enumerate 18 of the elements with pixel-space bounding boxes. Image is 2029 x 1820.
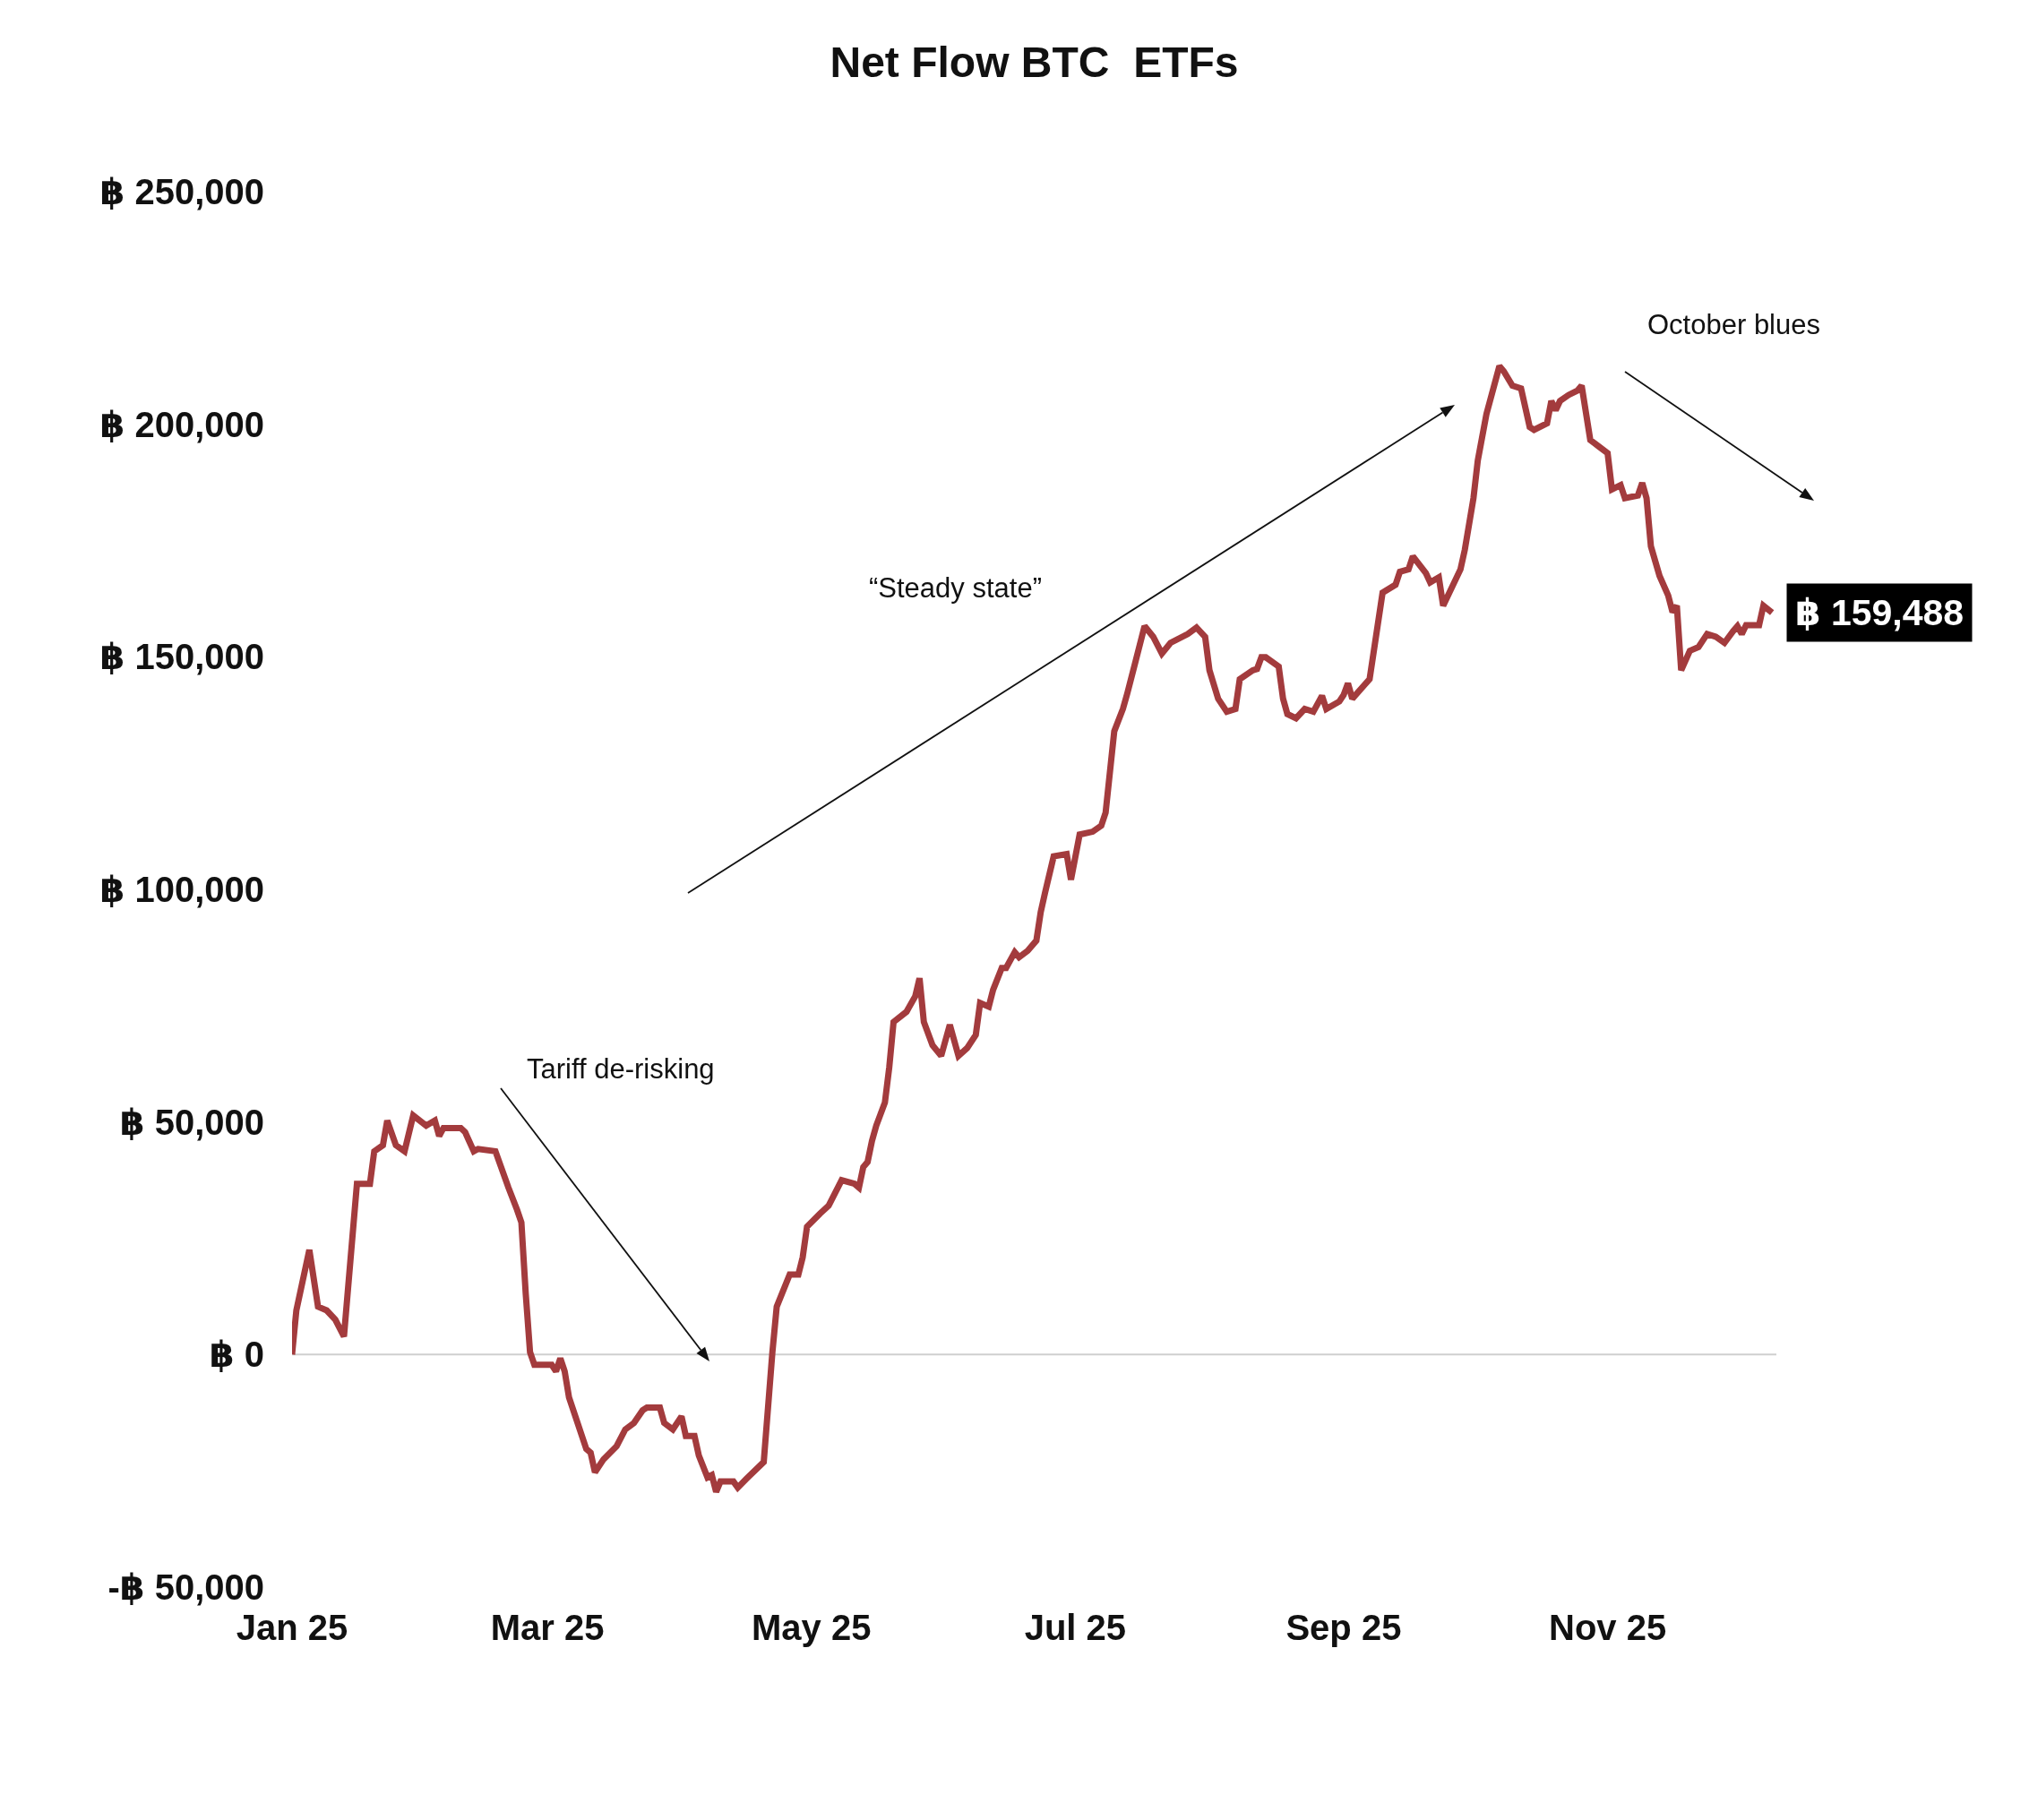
y-tick-label: -฿ 50,000: [107, 1567, 264, 1607]
y-tick-label: ฿ 250,000: [99, 172, 264, 211]
y-tick-label: ฿ 50,000: [119, 1102, 264, 1142]
x-tick-label: Sep 25: [1285, 1608, 1402, 1647]
y-tick-label: ฿ 200,000: [99, 404, 264, 444]
chart-title: Net Flow BTC ETFs: [830, 38, 1239, 86]
annotation: Tariff de-risking: [527, 1053, 715, 1085]
annotation: ฿ 159,488: [1795, 592, 1965, 633]
x-tick-label: Jul 25: [1024, 1608, 1127, 1647]
annotation: October blues: [1647, 309, 1820, 340]
x-tick-label: Mar 25: [490, 1608, 605, 1647]
annotation: “Steady state”: [869, 572, 1042, 604]
x-tick-label: Jan 25: [236, 1608, 348, 1647]
x-tick-label: Nov 25: [1549, 1608, 1667, 1647]
x-tick-label: May 25: [752, 1608, 872, 1647]
y-tick-label: ฿ 100,000: [99, 870, 264, 909]
y-tick-label: ฿ 0: [209, 1335, 264, 1375]
y-tick-label: ฿ 150,000: [99, 637, 264, 677]
